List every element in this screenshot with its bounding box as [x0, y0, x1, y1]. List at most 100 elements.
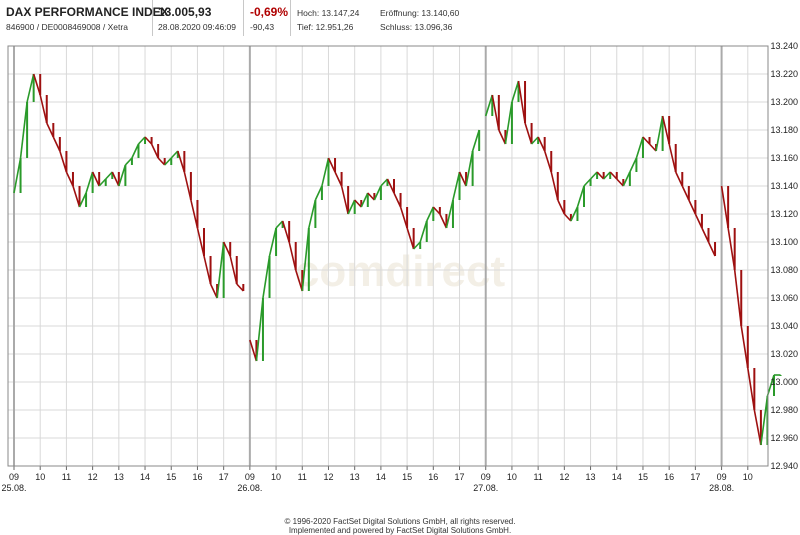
price-segment [281, 220, 290, 243]
price-candle [216, 284, 219, 298]
price-segment [557, 199, 566, 215]
price-segment [144, 136, 153, 145]
price-candle [58, 137, 61, 151]
price-candle [65, 151, 68, 172]
price-candle [583, 186, 585, 207]
price-segment [222, 241, 231, 257]
price-segment [327, 157, 336, 173]
price-segment [511, 80, 520, 103]
price-candle [189, 172, 192, 200]
price-segment [308, 199, 317, 229]
price-segment [39, 94, 48, 124]
price-segment [236, 283, 244, 292]
y-tick-label: 13.080 [770, 265, 798, 275]
chart-axes: 12.940 12.960 12.980 13.000 13.020 13.040 13.0… [1, 41, 798, 493]
price-candle [288, 221, 291, 242]
price-segment [622, 171, 631, 187]
price-candle [530, 123, 533, 144]
price-candle [759, 410, 762, 445]
prev-close: Schluss: 13.096,36 [380, 22, 453, 32]
watermark: comdirect [295, 247, 506, 296]
plot-frame [7, 45, 769, 467]
x-tick-label: 15 [638, 472, 648, 482]
instrument-name: DAX PERFORMANCE INDEX [6, 5, 169, 19]
price-candle [373, 193, 376, 200]
price-segment [740, 325, 749, 369]
instrument-ident: 846900 / DE0008469008 / Xetra [6, 22, 128, 32]
price-segment [471, 129, 480, 152]
price-segment [249, 339, 258, 362]
price-candle [753, 368, 756, 410]
price-candle [242, 284, 245, 291]
price-candle [209, 256, 212, 284]
instrument-cell: DAX PERFORMANCE INDEX 846900 / DE0008469… [0, 0, 169, 36]
change-percent: -0,69% [250, 5, 289, 19]
price-segment [131, 143, 140, 159]
price-candle [307, 228, 310, 291]
price-candle [196, 200, 199, 228]
price-segment [504, 101, 513, 145]
price-segment [668, 143, 677, 173]
price-candle [700, 214, 703, 228]
x-tick-label: 09 [481, 472, 491, 482]
x-tick-label: 13 [586, 472, 596, 482]
x-tick-label: 13 [114, 472, 124, 482]
price-candle [504, 130, 507, 144]
price-candle [222, 242, 225, 298]
price-segment [347, 199, 356, 215]
powered-by-line: Implemented and powered by FactSet Digit… [288, 526, 512, 535]
y-tick-label: 13.180 [770, 125, 798, 135]
day-label: 27.08. [473, 483, 498, 493]
stats-cell: Hoch: 13.147,24 Eröffnung: 13.140,60 Tie… [291, 0, 481, 36]
price-segment [531, 136, 539, 145]
x-tick-label: 16 [192, 472, 202, 482]
price-candle [458, 172, 461, 200]
price-segment [65, 171, 74, 187]
price-segment [563, 213, 572, 222]
price-candle [465, 172, 468, 186]
price-segment [393, 192, 402, 208]
price-candle [301, 270, 304, 291]
price-segment [203, 255, 212, 285]
x-tick-label: 12 [88, 472, 98, 482]
price-candle [45, 95, 48, 123]
price-candle [176, 151, 179, 158]
price-candle [19, 158, 22, 193]
price-segment [268, 227, 277, 257]
price-segment [216, 241, 225, 299]
change-cell: -0,69% -90,43 [244, 0, 291, 36]
price-candle [543, 137, 546, 151]
price-segment [707, 241, 716, 257]
x-tick-label: 14 [612, 472, 622, 482]
y-tick-label: 13.100 [770, 237, 798, 247]
price-candle [451, 200, 454, 228]
price-candle [694, 200, 697, 214]
price-segment [85, 171, 94, 194]
x-tick-label: 09 [9, 472, 19, 482]
x-tick-label: 10 [743, 472, 753, 482]
y-tick-label: 13.220 [770, 69, 798, 79]
price-segment [674, 171, 684, 187]
price-segment [616, 178, 624, 187]
price-candle [111, 172, 114, 179]
x-tick-label: 10 [507, 472, 517, 482]
y-tick-label: 12.940 [770, 461, 798, 471]
price-segment [727, 227, 736, 271]
price-candle [641, 137, 644, 158]
price-candle [163, 158, 166, 165]
price-segment [124, 157, 133, 166]
price-candle [628, 172, 631, 186]
price-segment [177, 150, 186, 173]
price-segment [190, 199, 199, 229]
y-tick-label: 12.980 [770, 405, 798, 415]
price-segment [367, 192, 375, 201]
price-segment [537, 136, 546, 152]
price-candle [707, 228, 710, 242]
price-segment [766, 374, 775, 397]
price-candle [281, 221, 284, 228]
price-candle [681, 172, 684, 186]
price-segment [334, 171, 343, 187]
price-candle [438, 207, 441, 214]
price-segment [655, 115, 664, 152]
price-segment [118, 164, 127, 187]
